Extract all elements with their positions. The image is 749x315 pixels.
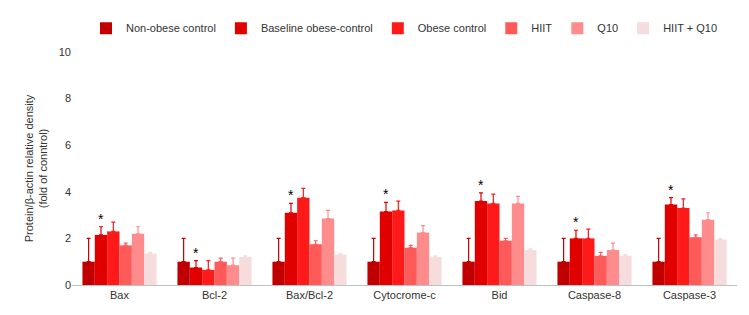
- svg-text:Baseline obese-control: Baseline obese-control: [261, 22, 373, 34]
- svg-text:2: 2: [65, 232, 71, 244]
- svg-text:*: *: [383, 186, 389, 202]
- svg-text:Caspase-3: Caspase-3: [663, 289, 716, 301]
- svg-text:8: 8: [65, 92, 71, 104]
- svg-text:*: *: [573, 214, 579, 230]
- svg-text:Bax: Bax: [110, 289, 129, 301]
- svg-text:Caspase-8: Caspase-8: [568, 289, 621, 301]
- svg-text:*: *: [478, 177, 484, 193]
- svg-text:0: 0: [65, 279, 71, 291]
- svg-text:Non-obese control: Non-obese control: [126, 22, 216, 34]
- svg-text:Q10: Q10: [597, 22, 618, 34]
- svg-text:HIIT: HIIT: [531, 22, 552, 34]
- svg-text:Cytocrome-c: Cytocrome-c: [373, 289, 436, 301]
- svg-text:*: *: [193, 245, 199, 261]
- svg-text:HIIT + Q10: HIIT + Q10: [663, 22, 717, 34]
- svg-text:4: 4: [65, 186, 71, 198]
- svg-text:Bid: Bid: [492, 289, 508, 301]
- svg-text:*: *: [98, 211, 104, 227]
- svg-text:Bcl-2: Bcl-2: [202, 289, 227, 301]
- svg-text:Protein/β-actin relative densi: Protein/β-actin relative density(fold of…: [23, 94, 49, 242]
- svg-text:10: 10: [59, 46, 71, 58]
- svg-text:*: *: [668, 182, 674, 198]
- svg-text:*: *: [288, 187, 294, 203]
- svg-text:6: 6: [65, 139, 71, 151]
- svg-text:Obese control: Obese control: [418, 22, 486, 34]
- svg-text:Bax/Bcl-2: Bax/Bcl-2: [286, 289, 333, 301]
